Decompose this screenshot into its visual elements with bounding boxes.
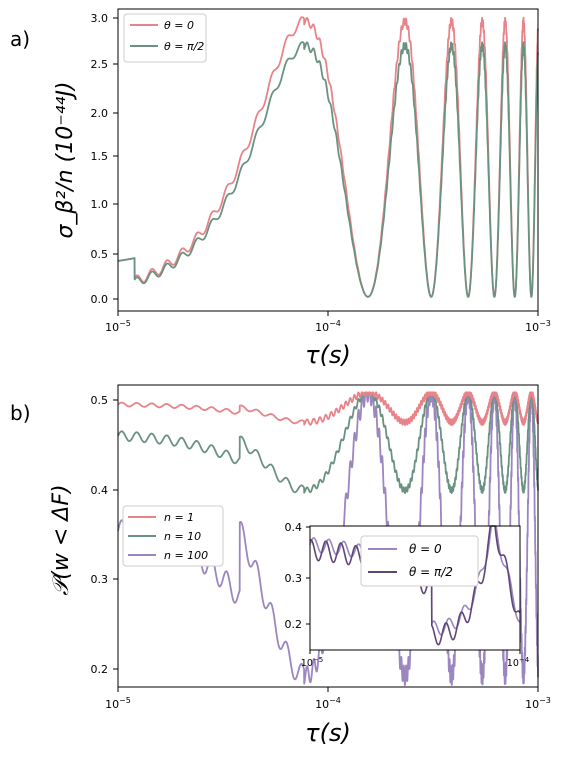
- inset-y-tick-label: 0.2: [285, 618, 303, 631]
- panel-a-yaxis: 0.0 0.5 1.0 1.5 2.0 2.5 3.0: [91, 12, 118, 306]
- inset-x-tick-label: 10−4: [507, 656, 530, 669]
- inset-y-tick-label: 0.3: [285, 572, 303, 585]
- panel-b-legend: n = 1 n = 10 n = 100: [122, 505, 224, 567]
- inset-chart: 0.2 0.3 0.4 10−5 10−4 θ = 0 θ = π/2: [285, 521, 530, 669]
- series-line-1: [117, 41, 539, 298]
- y-tick-label: 0.5: [91, 248, 109, 261]
- legend-label: θ = π/2: [164, 40, 204, 53]
- x-tick-label: 10−5: [105, 319, 131, 334]
- legend-frame: [122, 505, 224, 567]
- panel-b-ylabel: 𝒫(w < ΔF): [49, 484, 74, 595]
- y-tick-label: 0.2: [91, 663, 109, 676]
- y-tick-label: 2.0: [91, 107, 109, 120]
- panel-b-label: b): [10, 401, 31, 425]
- legend-label: n = 100: [164, 549, 208, 562]
- inset-y-tick-label: 0.4: [285, 521, 303, 534]
- panel-a: a) 0.0 0.5 1.0 1.5 2.0 2.5 3.0 10−5 1: [10, 8, 551, 369]
- inset-frame: [309, 525, 521, 651]
- panel-a-xlabel: τ(s): [305, 341, 351, 369]
- legend-label: n = 1: [164, 511, 194, 524]
- panel-b-xlabel: τ(s): [305, 719, 351, 747]
- x-tick-label: 10−3: [525, 319, 551, 334]
- y-tick-label: 1.5: [91, 150, 109, 163]
- panel-a-ylabel: σ_β²/n (10⁻⁴⁴J): [53, 81, 78, 238]
- panel-b: b) 0.2 0.3 0.4 0.5 10−5 10−4 10−3 τ(s) 𝒫…: [10, 384, 551, 747]
- y-tick-label: 0.5: [91, 394, 109, 407]
- panel-a-series: [117, 16, 539, 298]
- panel-b-xaxis: 10−5 10−4 10−3: [105, 687, 551, 711]
- panel-a-legend: θ = 0 θ = π/2: [123, 13, 207, 63]
- y-tick-label: 2.5: [91, 58, 109, 71]
- x-tick-label: 10−3: [525, 696, 551, 711]
- x-tick-label: 10−4: [315, 696, 341, 711]
- legend-label: θ = 0: [409, 542, 442, 556]
- panel-a-label: a): [10, 27, 30, 51]
- y-tick-label: 0.0: [91, 293, 109, 306]
- y-tick-label: 3.0: [91, 12, 109, 25]
- y-tick-label: 1.0: [91, 198, 109, 211]
- series-line-0: [117, 391, 539, 426]
- panel-b-yaxis: 0.2 0.3 0.4 0.5: [91, 394, 118, 676]
- panel-a-xaxis: 10−5 10−4 10−3: [105, 311, 551, 334]
- inset-legend: θ = 0 θ = π/2: [360, 535, 479, 587]
- x-tick-label: 10−4: [315, 319, 341, 334]
- inset-x-tick-label: 10−5: [301, 656, 323, 669]
- legend-label: θ = 0: [164, 19, 194, 32]
- y-tick-label: 0.4: [91, 484, 109, 497]
- y-tick-label: 0.3: [91, 573, 109, 586]
- x-tick-label: 10−5: [105, 696, 131, 711]
- legend-label: θ = π/2: [409, 565, 453, 579]
- legend-label: n = 10: [164, 530, 201, 543]
